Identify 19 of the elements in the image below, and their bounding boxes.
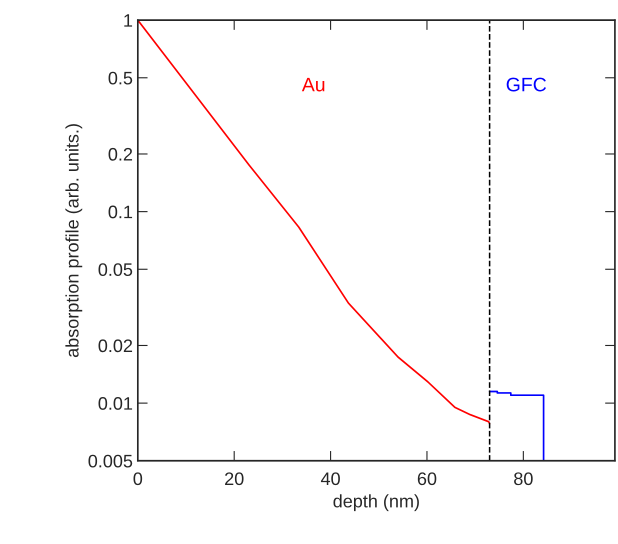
y-tick-label: 0.05 xyxy=(98,263,132,276)
y-tick-label: 1 xyxy=(124,14,132,27)
text: GFC xyxy=(506,78,546,92)
text: Au xyxy=(302,78,324,92)
x-tick-label: 20 xyxy=(225,472,244,486)
y-tick-label: 0.5 xyxy=(108,72,132,84)
x-tick-label: 0 xyxy=(134,472,142,486)
y-axis-title: absorption profile (arb. units.) xyxy=(65,124,82,358)
y-tick-label: 0.01 xyxy=(98,397,132,410)
x-tick-label: 80 xyxy=(514,472,533,486)
x-axis-title: depth (nm) xyxy=(333,494,419,512)
line-series xyxy=(138,20,490,425)
y-tick-label: 0.2 xyxy=(108,148,132,161)
x-tick-label: 40 xyxy=(320,472,340,486)
line-series xyxy=(488,390,544,461)
x-tick-label: 60 xyxy=(418,472,436,486)
y-tick-label: 0.02 xyxy=(98,339,132,352)
y-tick-label: 0.1 xyxy=(108,206,132,218)
y-tick-label: 0.005 xyxy=(88,454,132,468)
